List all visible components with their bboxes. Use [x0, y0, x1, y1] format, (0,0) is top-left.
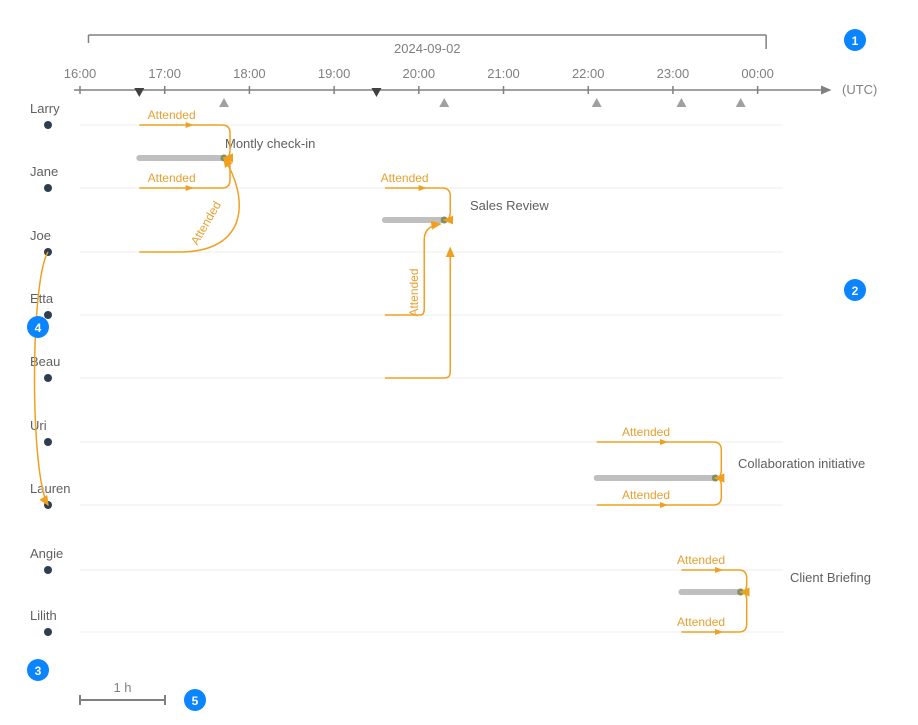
attended-label: Attended [188, 199, 224, 248]
person-dot [44, 566, 52, 574]
person-dot [44, 374, 52, 382]
person-name: Larry [30, 101, 60, 116]
axis-up-marker [439, 98, 449, 107]
time-tick-label: 19:00 [318, 66, 351, 81]
attended-mini-arrow [186, 122, 194, 128]
attended-mini-arrow [419, 185, 427, 191]
axis-up-marker [676, 98, 686, 107]
person-name: Jane [30, 164, 58, 179]
attended-flow [681, 570, 746, 592]
attended-label: Attended [148, 171, 196, 185]
time-tick-label: 16:00 [64, 66, 97, 81]
time-tick-label: 21:00 [487, 66, 520, 81]
axis-down-marker [134, 88, 144, 97]
attended-mini-arrow [660, 439, 668, 445]
time-tick-label: 18:00 [233, 66, 266, 81]
meeting-label: Montly check-in [225, 136, 315, 151]
person-dot [44, 121, 52, 129]
axis-up-marker [592, 98, 602, 107]
scale-label: 1 h [113, 680, 131, 695]
person-dot [44, 438, 52, 446]
attended-label: Attended [622, 425, 670, 439]
time-tick-label: 20:00 [403, 66, 436, 81]
attended-mini-arrow [660, 502, 668, 508]
person-name: Angie [30, 546, 63, 561]
attended-label: Attended [407, 268, 421, 316]
meeting-label: Sales Review [470, 198, 549, 213]
attended-label: Attended [677, 615, 725, 629]
person-name: Lilith [30, 608, 57, 623]
callout-badge-number: 4 [35, 321, 42, 335]
time-tick-label: 22:00 [572, 66, 605, 81]
attended-label: Attended [381, 171, 429, 185]
person-dot [44, 628, 52, 636]
attended-mini-arrow [715, 629, 723, 635]
attended-flow [385, 188, 450, 220]
date-label: 2024-09-02 [394, 41, 461, 56]
person-name: Lauren [30, 481, 70, 496]
callout-badge-number: 5 [192, 694, 199, 708]
person-name: Etta [30, 291, 54, 306]
utc-label: (UTC) [842, 82, 877, 97]
attended-mini-arrow [186, 185, 194, 191]
attended-flow [139, 125, 230, 158]
person-name: Uri [30, 418, 47, 433]
meeting-label: Collaboration initiative [738, 456, 865, 471]
time-tick-label: 00:00 [741, 66, 774, 81]
attended-label: Attended [677, 553, 725, 567]
axis-down-marker [371, 88, 381, 97]
axis-up-marker [219, 98, 229, 107]
meeting-label: Client Briefing [790, 570, 871, 585]
attended-flow [597, 442, 722, 478]
callout-badge-number: 3 [35, 664, 42, 678]
attended-label: Attended [622, 488, 670, 502]
callout-badge-number: 1 [852, 34, 859, 48]
attended-label: Attended [148, 108, 196, 122]
callout-badge-number: 2 [852, 284, 859, 298]
attended-mini-arrow [715, 567, 723, 573]
person-name: Joe [30, 228, 51, 243]
time-tick-label: 17:00 [148, 66, 181, 81]
person-dot [44, 184, 52, 192]
time-tick-label: 23:00 [657, 66, 690, 81]
axis-up-marker [736, 98, 746, 107]
person-dot [44, 311, 52, 319]
